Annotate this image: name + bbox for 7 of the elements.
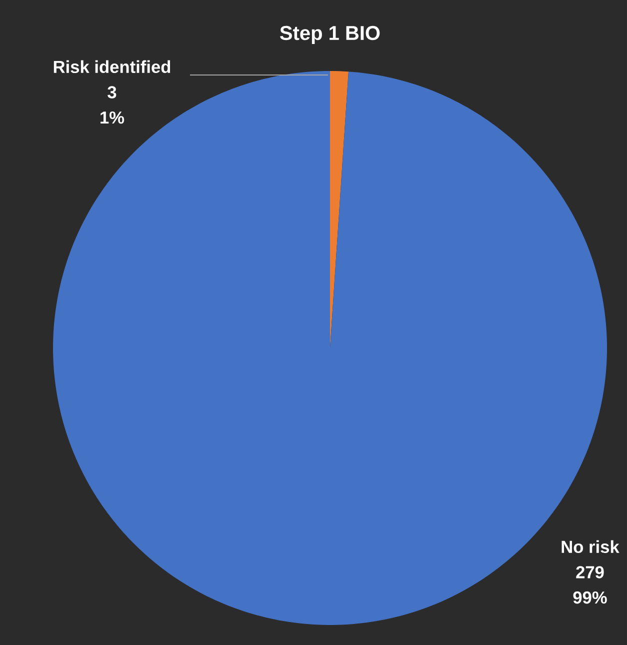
data-label: 3	[108, 86, 116, 98]
slice-label: No risk	[562, 540, 620, 554]
text: 99%	[573, 591, 607, 604]
slice-label: Risk identified	[54, 60, 170, 74]
data-label: 279	[576, 566, 604, 578]
text: 1%	[100, 111, 124, 124]
chart-title: Step 1 BIO	[280, 26, 380, 44]
